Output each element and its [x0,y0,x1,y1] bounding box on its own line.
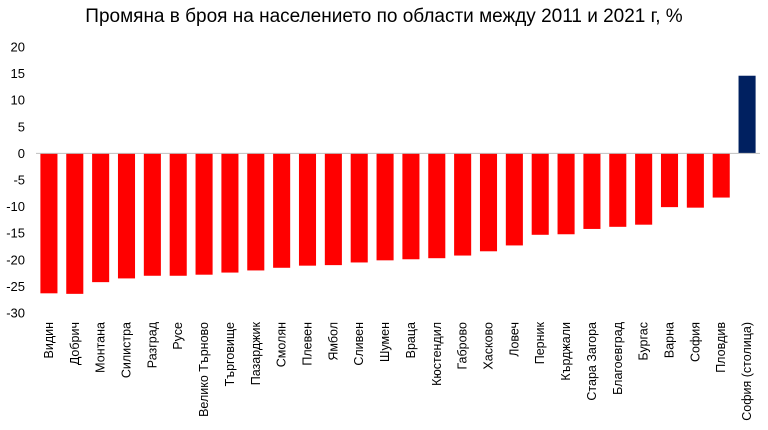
y-tick-label: -30 [6,306,25,321]
bar [738,75,756,154]
bar [583,153,601,229]
x-tick-label: Габрово [456,322,470,370]
x-tick-label: Ямбол [326,322,340,361]
bar [609,153,627,227]
bar [195,153,213,275]
x-tick-label: Велико Търново [197,322,211,417]
x-tick-label: Варна [663,322,677,358]
bar [531,153,549,235]
x-tick-label: Силистра [120,322,134,378]
y-tick-label: -10 [6,199,25,214]
x-tick-label: Сливен [352,322,366,366]
y-tick-label: 0 [18,146,25,161]
x-tick-label: Видин [42,322,56,359]
x-tick-label: Пазарджик [249,321,263,385]
bar [273,153,291,268]
y-tick-label: -15 [6,226,25,241]
bar [454,153,472,256]
chart-title: Промяна в броя на населението по области… [85,6,683,27]
x-tick-label: Смолян [275,322,289,367]
x-tick-label: Хасково [482,322,496,370]
x-tick-label: София [688,322,702,362]
bar [712,153,730,198]
x-tick-label: Разград [145,321,159,368]
bar [40,153,58,294]
y-tick-label: 15 [11,66,25,81]
y-tick-label: 10 [11,93,25,108]
bar [350,153,368,263]
x-tick-label: Бургас [637,322,651,360]
bar [324,153,342,266]
x-tick-label: Благоевград [611,321,625,395]
bar [298,153,317,266]
y-tick-label: 5 [18,119,25,134]
x-tick-label: Пловдив [714,322,728,373]
y-tick-label: 20 [11,40,25,55]
bar [247,153,265,271]
y-tick-label: -5 [13,173,25,188]
x-tick-label: Търговище [223,322,237,386]
bar [66,153,84,294]
x-tick-label: Монтана [94,322,108,373]
y-tick-label: -20 [6,252,25,267]
bar [505,153,523,246]
bar [635,153,653,225]
bar [143,153,161,276]
bar [221,153,239,273]
bar [169,153,187,276]
x-tick-label: Враца [404,322,418,358]
bar [92,153,110,283]
x-tick-label: Шумен [378,322,392,362]
x-tick-label: Кюстендил [430,322,444,386]
bar [402,153,420,260]
y-tick-label: -25 [6,279,25,294]
x-tick-label: София (столица) [740,322,754,421]
bar [428,153,446,259]
bar [686,153,704,208]
bar [557,153,575,235]
x-tick-label: Ловеч [507,322,521,357]
x-tick-label: Стара Загора [585,322,599,401]
x-tick-label: Добрич [68,322,82,365]
x-tick-label: Русе [171,322,185,350]
bar [376,153,394,261]
bar [479,153,498,252]
x-tick-label: Перник [533,321,547,364]
x-axis-labels: Видин Добрич Монтана Силистра Разград Русе Вел… [42,321,754,420]
x-tick-label: Плевен [301,322,315,366]
x-tick-label: Кърджали [559,322,573,381]
bar [117,153,136,279]
bar [660,153,679,208]
bars-group [40,75,756,294]
y-axis: 20 15 10 5 0 -5 -10 -15 -20 -25 -30 [6,40,25,321]
